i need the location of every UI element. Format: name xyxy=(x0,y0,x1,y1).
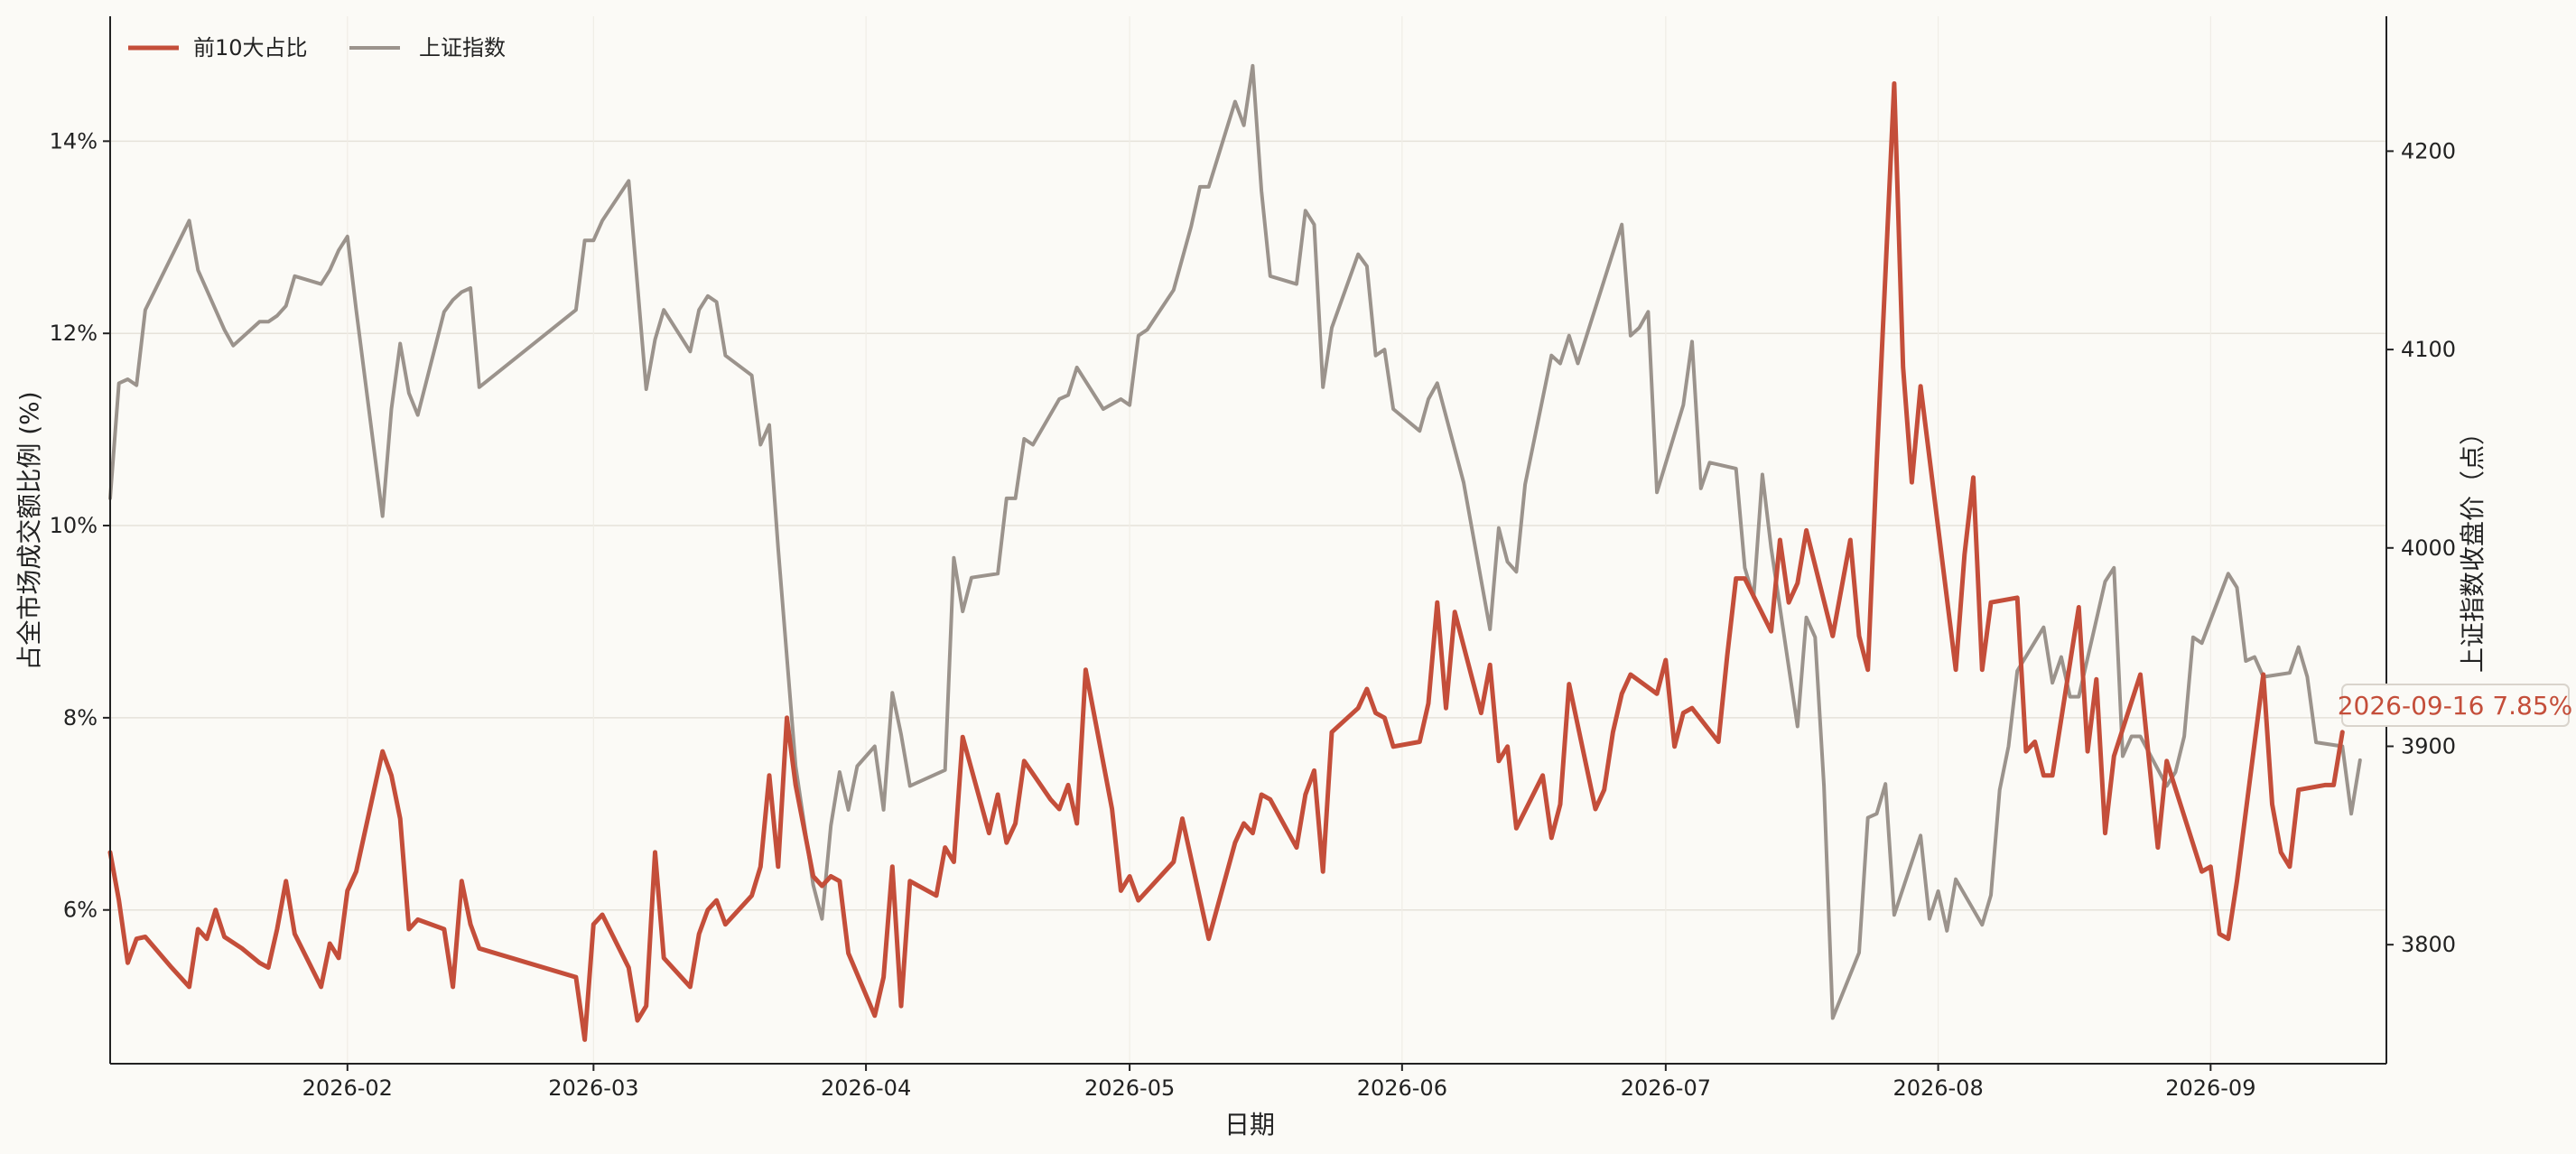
x-tick-label: 2026-08 xyxy=(1892,1075,1983,1101)
axes xyxy=(109,16,2387,1065)
x-tick-label: 2026-07 xyxy=(1621,1075,1711,1101)
y-right-tick-label: 4000 xyxy=(2401,535,2456,561)
x-tick-label: 2026-03 xyxy=(548,1075,638,1101)
gridlines xyxy=(110,16,2386,1064)
series-top10-share xyxy=(107,81,2345,1042)
y-right-axis-title: 上证指数收盘价（点） xyxy=(2458,420,2488,673)
x-tick-label: 2026-06 xyxy=(1357,1075,1447,1101)
y-left-axis-title: 占全市场成交额比例 (%) xyxy=(14,391,44,670)
annotation-text: 2026-09-16 7.85% xyxy=(2338,691,2573,721)
series-shanghai-index xyxy=(108,63,2362,1020)
series-line xyxy=(108,63,2362,1020)
last-value-annotation: 2026-09-16 7.85% xyxy=(2338,684,2573,727)
x-axis-ticks: 2026-02 2026-03 2026-04 2026-05 2026-06 2026-… xyxy=(302,1064,2255,1101)
y-right-tick-label: 3800 xyxy=(2401,932,2456,957)
legend: 前10大占比 上证指数 xyxy=(128,35,506,60)
legend-label-shanghai-index: 上证指数 xyxy=(419,35,506,60)
y-left-tick-label: 10% xyxy=(50,513,98,538)
x-tick-label: 2026-04 xyxy=(821,1075,911,1101)
y-left-axis-ticks: 6% 8% 10% 12% 14% xyxy=(50,128,110,923)
x-axis-title: 日期 xyxy=(1224,1110,1275,1140)
y-left-tick-label: 14% xyxy=(50,128,98,154)
x-tick-label: 2026-09 xyxy=(2165,1075,2255,1101)
y-right-tick-label: 4200 xyxy=(2401,138,2456,163)
y-left-tick-label: 12% xyxy=(50,321,98,346)
y-left-tick-label: 6% xyxy=(63,898,98,923)
y-right-tick-label: 4100 xyxy=(2401,337,2456,362)
y-right-tick-label: 3900 xyxy=(2401,733,2456,758)
y-left-tick-label: 8% xyxy=(63,705,98,731)
x-tick-label: 2026-05 xyxy=(1084,1075,1175,1101)
x-tick-label: 2026-02 xyxy=(302,1075,393,1101)
legend-label-top10-share: 前10大占比 xyxy=(193,35,308,60)
y-right-axis-ticks: 3800 3900 4000 4100 4200 xyxy=(2386,138,2456,957)
series-line xyxy=(107,81,2345,1042)
annotation-box xyxy=(2341,684,2570,727)
